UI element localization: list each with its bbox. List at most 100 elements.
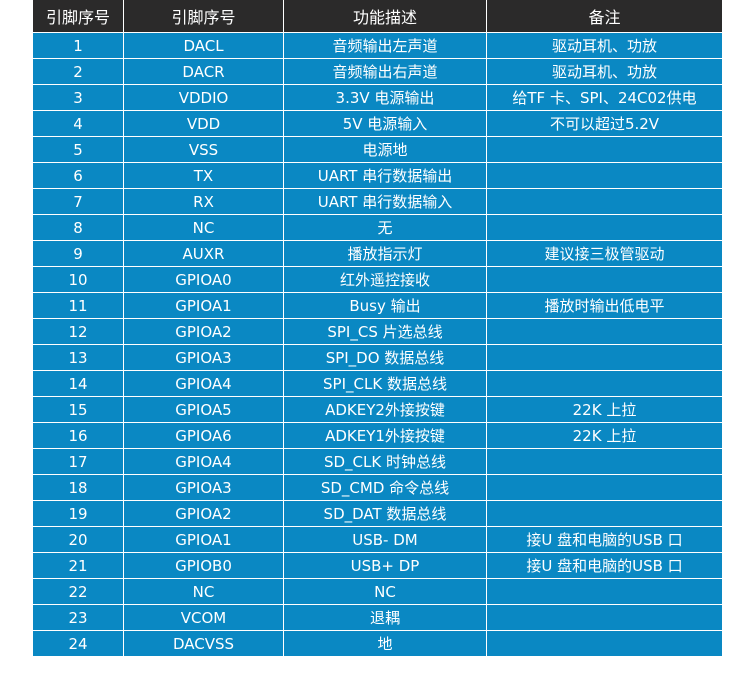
cell-note: 不可以超过5.2V bbox=[486, 110, 723, 137]
cell-function: ADKEY1外接按键 bbox=[283, 422, 487, 449]
cell-function: 3.3V 电源输出 bbox=[283, 84, 487, 111]
table-row: 14 GPIOA4 SPI_CLK 数据总线 bbox=[32, 370, 723, 397]
cell-note: 播放时输出低电平 bbox=[486, 292, 723, 319]
cell-pin-number: 7 bbox=[32, 188, 124, 215]
cell-note bbox=[486, 370, 723, 397]
cell-pin-number: 22 bbox=[32, 578, 124, 605]
table-row: 7 RX UART 串行数据输入 bbox=[32, 188, 723, 215]
cell-pin-number: 5 bbox=[32, 136, 124, 163]
cell-pin-number: 13 bbox=[32, 344, 124, 371]
cell-function: NC bbox=[283, 578, 487, 605]
cell-note: 22K 上拉 bbox=[486, 396, 723, 423]
cell-note: 驱动耳机、功放 bbox=[486, 58, 723, 85]
cell-pin-number: 1 bbox=[32, 32, 124, 59]
header-note: 备注 bbox=[486, 0, 723, 33]
cell-pin-name: NC bbox=[123, 578, 284, 605]
cell-pin-name: GPIOA4 bbox=[123, 370, 284, 397]
table-row: 9 AUXR 播放指示灯 建议接三极管驱动 bbox=[32, 240, 723, 267]
cell-pin-number: 11 bbox=[32, 292, 124, 319]
cell-function: ADKEY2外接按键 bbox=[283, 396, 487, 423]
table-row: 24 DACVSS 地 bbox=[32, 630, 723, 657]
cell-function: SD_CMD 命令总线 bbox=[283, 474, 487, 501]
cell-function: UART 串行数据输入 bbox=[283, 188, 487, 215]
cell-pin-number: 20 bbox=[32, 526, 124, 553]
cell-note bbox=[486, 448, 723, 475]
cell-pin-name: GPIOA1 bbox=[123, 526, 284, 553]
cell-pin-name: DACR bbox=[123, 58, 284, 85]
pin-table: 引脚序号 引脚序号 功能描述 备注 1 DACL 音频输出左声道 驱动耳机、功放 2 DACR 音… bbox=[32, 0, 723, 657]
cell-pin-name: AUXR bbox=[123, 240, 284, 267]
cell-function: SPI_CLK 数据总线 bbox=[283, 370, 487, 397]
cell-pin-name: GPIOA1 bbox=[123, 292, 284, 319]
header-row: 引脚序号 引脚序号 功能描述 备注 bbox=[32, 0, 723, 33]
cell-note bbox=[486, 188, 723, 215]
header-pin-name: 引脚序号 bbox=[123, 0, 284, 33]
cell-note: 22K 上拉 bbox=[486, 422, 723, 449]
cell-note bbox=[486, 266, 723, 293]
cell-function: Busy 输出 bbox=[283, 292, 487, 319]
cell-pin-name: DACL bbox=[123, 32, 284, 59]
cell-function: 播放指示灯 bbox=[283, 240, 487, 267]
cell-note bbox=[486, 318, 723, 345]
cell-pin-name: VDDIO bbox=[123, 84, 284, 111]
cell-note bbox=[486, 162, 723, 189]
cell-note bbox=[486, 578, 723, 605]
cell-pin-name: GPIOA6 bbox=[123, 422, 284, 449]
cell-pin-number: 21 bbox=[32, 552, 124, 579]
cell-pin-number: 9 bbox=[32, 240, 124, 267]
table-row: 23 VCOM 退耦 bbox=[32, 604, 723, 631]
cell-note bbox=[486, 344, 723, 371]
cell-function: SPI_DO 数据总线 bbox=[283, 344, 487, 371]
cell-function: 退耦 bbox=[283, 604, 487, 631]
cell-function: USB+ DP bbox=[283, 552, 487, 579]
cell-pin-number: 19 bbox=[32, 500, 124, 527]
cell-note: 建议接三极管驱动 bbox=[486, 240, 723, 267]
cell-pin-number: 16 bbox=[32, 422, 124, 449]
cell-note bbox=[486, 136, 723, 163]
table-row: 11 GPIOA1 Busy 输出 播放时输出低电平 bbox=[32, 292, 723, 319]
cell-note bbox=[486, 214, 723, 241]
cell-pin-number: 10 bbox=[32, 266, 124, 293]
table-row: 18 GPIOA3 SD_CMD 命令总线 bbox=[32, 474, 723, 501]
table-row: 19 GPIOA2 SD_DAT 数据总线 bbox=[32, 500, 723, 527]
cell-function: UART 串行数据输出 bbox=[283, 162, 487, 189]
cell-pin-number: 23 bbox=[32, 604, 124, 631]
table-row: 4 VDD 5V 电源输入 不可以超过5.2V bbox=[32, 110, 723, 137]
cell-pin-name: GPIOA5 bbox=[123, 396, 284, 423]
table-row: 16 GPIOA6 ADKEY1外接按键 22K 上拉 bbox=[32, 422, 723, 449]
table-row: 10 GPIOA0 红外遥控接收 bbox=[32, 266, 723, 293]
cell-pin-number: 15 bbox=[32, 396, 124, 423]
cell-pin-name: VCOM bbox=[123, 604, 284, 631]
header-pin-number: 引脚序号 bbox=[32, 0, 124, 33]
cell-function: 音频输出右声道 bbox=[283, 58, 487, 85]
cell-function: USB- DM bbox=[283, 526, 487, 553]
cell-function: 音频输出左声道 bbox=[283, 32, 487, 59]
cell-pin-number: 12 bbox=[32, 318, 124, 345]
table-row: 6 TX UART 串行数据输出 bbox=[32, 162, 723, 189]
table-row: 5 VSS 电源地 bbox=[32, 136, 723, 163]
cell-function: 电源地 bbox=[283, 136, 487, 163]
cell-pin-number: 6 bbox=[32, 162, 124, 189]
cell-pin-number: 3 bbox=[32, 84, 124, 111]
table-row: 8 NC 无 bbox=[32, 214, 723, 241]
cell-pin-number: 24 bbox=[32, 630, 124, 657]
cell-function: 红外遥控接收 bbox=[283, 266, 487, 293]
cell-pin-name: GPIOA2 bbox=[123, 318, 284, 345]
cell-note: 给TF 卡、SPI、24C02供电 bbox=[486, 84, 723, 111]
table-row: 15 GPIOA5 ADKEY2外接按键 22K 上拉 bbox=[32, 396, 723, 423]
cell-pin-number: 18 bbox=[32, 474, 124, 501]
table-row: 12 GPIOA2 SPI_CS 片选总线 bbox=[32, 318, 723, 345]
cell-pin-name: DACVSS bbox=[123, 630, 284, 657]
cell-function: SPI_CS 片选总线 bbox=[283, 318, 487, 345]
cell-function: 无 bbox=[283, 214, 487, 241]
cell-note bbox=[486, 474, 723, 501]
table-row: 20 GPIOA1 USB- DM 接U 盘和电脑的USB 口 bbox=[32, 526, 723, 553]
cell-note: 驱动耳机、功放 bbox=[486, 32, 723, 59]
cell-pin-name: GPIOA4 bbox=[123, 448, 284, 475]
cell-pin-number: 17 bbox=[32, 448, 124, 475]
table-row: 17 GPIOA4 SD_CLK 时钟总线 bbox=[32, 448, 723, 475]
cell-note: 接U 盘和电脑的USB 口 bbox=[486, 552, 723, 579]
cell-pin-name: GPIOA3 bbox=[123, 474, 284, 501]
cell-note bbox=[486, 604, 723, 631]
cell-pin-name: RX bbox=[123, 188, 284, 215]
